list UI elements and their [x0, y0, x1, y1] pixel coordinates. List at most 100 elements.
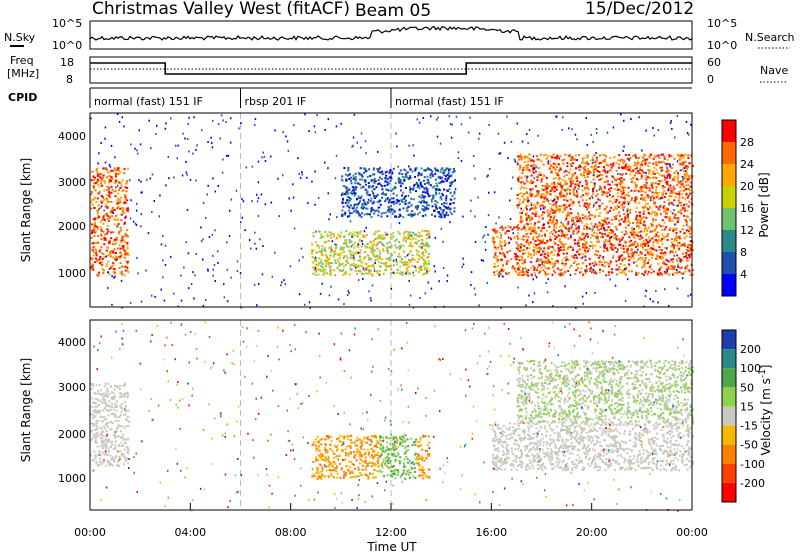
power-cell	[531, 170, 534, 173]
power-cell	[373, 196, 376, 199]
power-cell	[372, 185, 374, 188]
power-noise-dot	[221, 171, 224, 174]
power-cell	[651, 210, 654, 213]
power-cell	[616, 185, 619, 188]
power-noise-dot	[200, 240, 203, 243]
power-cell	[447, 214, 450, 217]
velocity-cell	[107, 414, 110, 417]
power-cell	[541, 204, 544, 207]
power-noise-dot	[440, 227, 443, 230]
power-cell	[588, 211, 591, 214]
power-noise-dot	[353, 190, 355, 193]
power-noise-dot	[655, 290, 657, 292]
power-cell	[687, 157, 690, 160]
power-cell	[556, 259, 559, 262]
power-cell	[668, 154, 671, 157]
power-noise-dot	[129, 217, 132, 220]
power-noise-dot	[586, 143, 589, 146]
power-cell	[569, 228, 572, 230]
power-cell	[120, 237, 123, 240]
power-cell	[497, 246, 500, 249]
power-cell	[675, 228, 678, 231]
noise-right-label: N.Search	[745, 31, 795, 44]
power-cell	[569, 208, 572, 210]
power-cell	[631, 180, 634, 183]
power-noise-dot	[217, 185, 219, 187]
power-cell	[681, 168, 684, 171]
power-cell	[642, 224, 645, 227]
power-noise-dot	[537, 134, 539, 137]
power-cell	[332, 233, 335, 235]
power-cell	[423, 208, 425, 211]
power-cell	[519, 187, 522, 190]
power-cell	[571, 203, 574, 206]
power-cell	[388, 256, 391, 259]
power-cell	[649, 264, 652, 267]
power-cell	[655, 226, 658, 229]
power-cell	[401, 273, 404, 276]
power-cell	[567, 211, 570, 214]
power-noise-dot	[649, 298, 651, 301]
power-cell	[373, 233, 376, 236]
power-cell	[345, 179, 348, 182]
power-cell	[656, 255, 659, 258]
power-noise-dot	[424, 292, 427, 295]
power-cell	[353, 205, 356, 208]
power-cell	[106, 189, 109, 192]
power-cell	[612, 208, 615, 211]
power-cell	[586, 175, 589, 178]
power-cell	[327, 239, 330, 242]
power-noise-dot	[571, 128, 573, 131]
power-cell	[598, 260, 601, 263]
power-cell	[109, 211, 112, 214]
power-noise-dot	[493, 191, 496, 194]
power-cell	[336, 266, 339, 269]
power-cell	[435, 204, 438, 207]
power-cell	[680, 272, 683, 275]
power-cell	[533, 271, 536, 274]
power-noise-dot	[669, 165, 671, 168]
power-noise-dot	[626, 210, 628, 213]
power-cell	[563, 264, 566, 267]
power-cell	[522, 199, 525, 202]
power-cell	[103, 189, 106, 192]
power-noise-dot	[309, 307, 311, 309]
power-cell	[589, 213, 592, 216]
power-cell	[604, 244, 607, 247]
power-cell	[497, 260, 500, 263]
power-cell	[103, 238, 106, 241]
power-cell	[316, 244, 319, 247]
power-cell	[118, 244, 121, 247]
power-cell	[535, 243, 538, 246]
power-noise-dot	[124, 269, 127, 272]
power-noise-dot	[100, 229, 103, 232]
power-noise-dot	[173, 176, 175, 179]
power-cell	[120, 206, 123, 209]
power-noise-dot	[435, 118, 438, 121]
power-noise-dot	[561, 185, 563, 188]
power-cell	[551, 189, 554, 192]
power-noise-dot	[262, 245, 264, 247]
power-noise-dot	[399, 213, 401, 216]
power-cell	[644, 205, 647, 208]
power-noise-dot	[254, 124, 256, 126]
power-cell	[527, 216, 530, 218]
power-cell	[670, 155, 673, 158]
power-cell	[524, 168, 527, 171]
power-cell	[581, 157, 584, 160]
power-cell	[611, 268, 613, 271]
power-cell	[613, 236, 616, 239]
power-noise-dot	[599, 204, 601, 207]
power-cell	[676, 184, 679, 187]
power-cell	[669, 202, 672, 205]
power-cell	[662, 161, 665, 163]
power-colorbar-swatch-0	[722, 120, 736, 142]
velocity-cell	[120, 453, 123, 456]
power-cell	[344, 263, 347, 266]
power-noise-dot	[418, 121, 421, 124]
power-noise-dot	[624, 299, 627, 302]
power-noise-dot	[222, 119, 224, 122]
power-noise-dot	[361, 242, 364, 245]
power-cell	[618, 211, 620, 214]
power-cell	[593, 231, 596, 234]
